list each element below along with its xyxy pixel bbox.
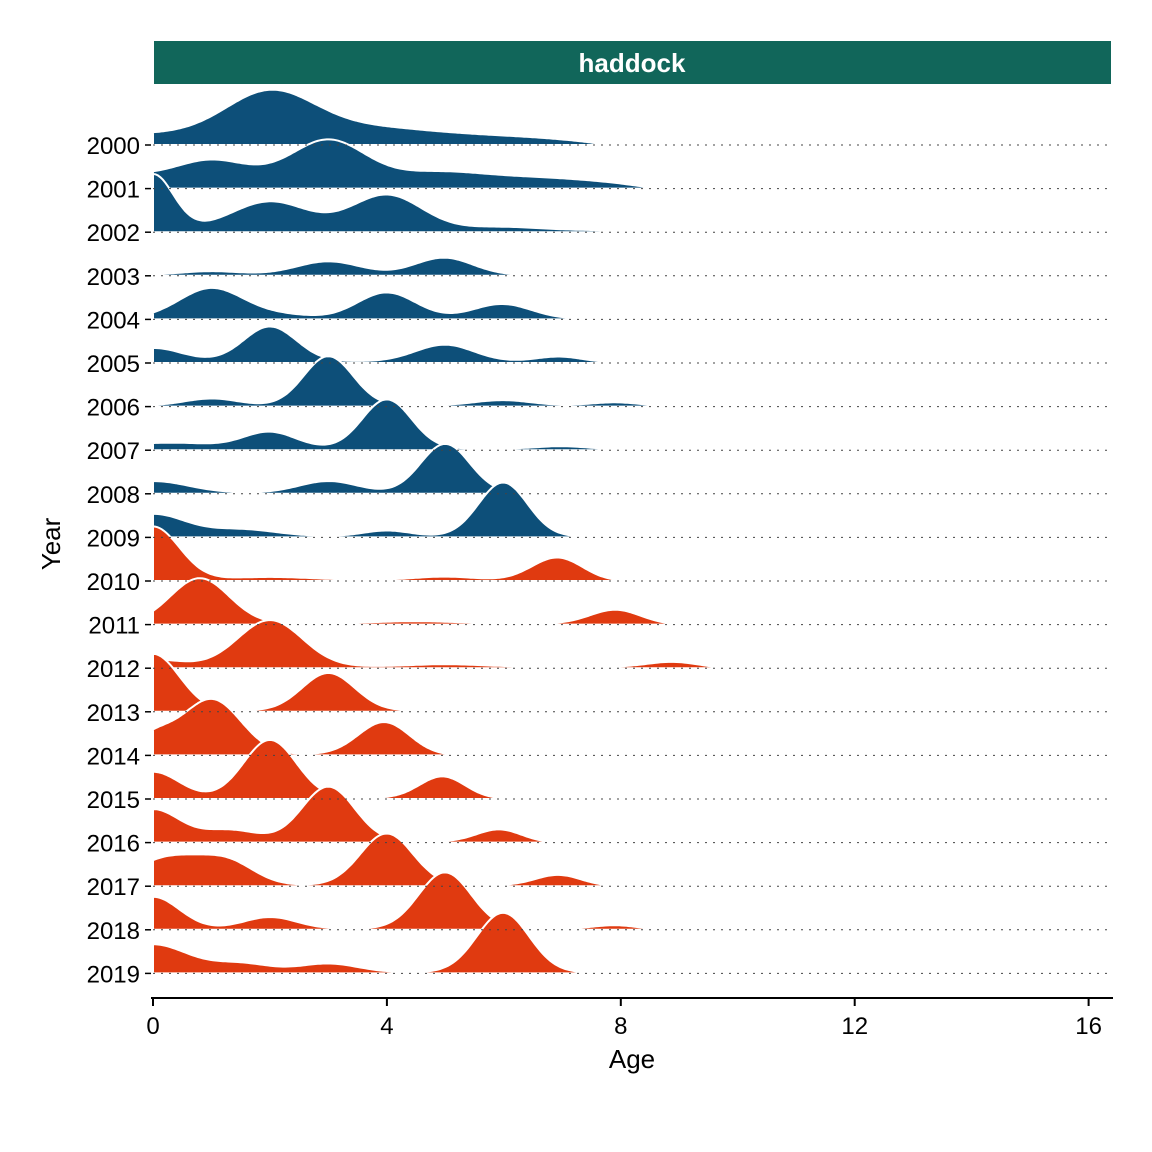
y-tick-label: 2011 (88, 613, 140, 640)
x-axis-title: Age (609, 1044, 655, 1074)
y-tick-label: 2006 (87, 395, 140, 422)
ridge-2010 (152, 525, 639, 582)
ridge-2006 (152, 355, 697, 408)
ridge-2000 (152, 88, 610, 146)
y-tick-label: 2009 (87, 525, 140, 552)
ridge-2012 (152, 619, 744, 670)
facet-strip-label: haddock (579, 48, 686, 78)
ridge-2009 (152, 481, 697, 539)
y-tick-label: 2016 (87, 831, 140, 858)
ridge-2005 (152, 325, 650, 364)
y-tick-label: 2004 (87, 307, 140, 334)
ridge-2014 (152, 697, 475, 757)
y-tick-label: 2012 (87, 656, 140, 683)
x-tick-label: 12 (841, 1013, 868, 1040)
y-tick-label: 2008 (87, 482, 140, 509)
x-tick-label: 4 (380, 1013, 393, 1040)
ridge-2018 (152, 871, 680, 931)
facet-strip: haddock (152, 39, 1113, 86)
y-tick-label: 2001 (87, 177, 140, 204)
facet-strip-background (152, 39, 1113, 86)
y-tick-label: 2017 (87, 874, 140, 901)
y-tick-labels: 2000 2001 2002 2003 2004 2005 2006 2007 2008 2009… (87, 133, 151, 988)
x-tick-label: 8 (614, 1013, 627, 1040)
ridge-2002 (152, 172, 697, 234)
ridge-2011 (152, 577, 697, 626)
ridge-2016 (152, 785, 569, 844)
ridge-2019 (152, 911, 703, 975)
y-tick-label: 2018 (87, 918, 140, 945)
ridge-2007 (152, 398, 727, 452)
y-tick-label: 2013 (87, 700, 140, 727)
y-tick-label: 2007 (87, 438, 140, 465)
y-axis-title: Year (36, 517, 66, 570)
ridge-2013 (152, 652, 791, 713)
ridge-2008 (152, 442, 779, 495)
ridge-2001 (152, 138, 657, 190)
x-axis: 0 4 8 12 16 (146, 997, 1113, 1040)
ridge-2017 (152, 832, 639, 888)
x-tick-label: 0 (146, 1013, 159, 1040)
y-tick-label: 2000 (87, 133, 140, 160)
y-tick-label: 2005 (87, 351, 140, 378)
y-tick-label: 2003 (87, 264, 140, 291)
y-tick-label: 2002 (87, 220, 140, 247)
y-tick-label: 2010 (87, 569, 140, 596)
y-tick-label: 2014 (87, 743, 140, 770)
ridge-2003 (152, 256, 598, 277)
x-tick-label: 16 (1075, 1013, 1102, 1040)
ridge-2004 (152, 286, 656, 321)
y-tick-label: 2019 (87, 961, 140, 988)
ridges (152, 88, 791, 975)
y-tick-label: 2015 (87, 787, 140, 814)
